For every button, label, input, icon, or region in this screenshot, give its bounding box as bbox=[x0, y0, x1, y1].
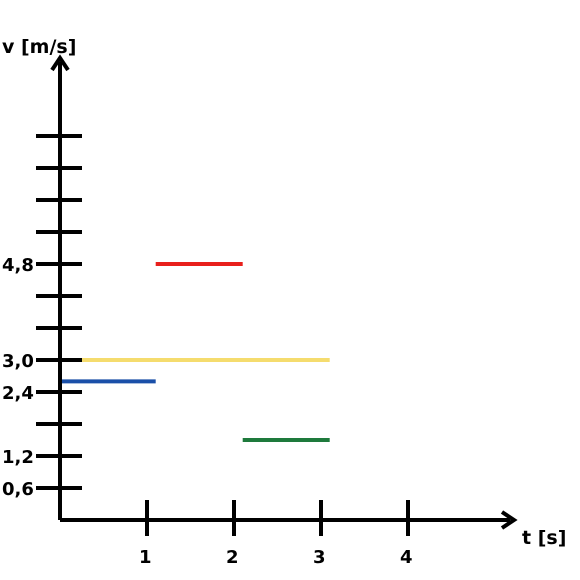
y-tick-label: 4,8 bbox=[2, 255, 34, 276]
y-tick-label: 2,4 bbox=[2, 383, 34, 404]
y-tick-label: 0,6 bbox=[2, 479, 34, 500]
x-axis-arrow bbox=[500, 510, 518, 530]
y-tick-label: 1,2 bbox=[2, 447, 34, 468]
x-tick-label: 2 bbox=[226, 547, 239, 568]
x-axis-label: t [s] bbox=[522, 527, 566, 549]
y-axis-arrow bbox=[50, 54, 70, 72]
y-tick-label: 3,0 bbox=[2, 351, 34, 372]
x-tick-label: 3 bbox=[313, 547, 326, 568]
x-tick-label: 4 bbox=[400, 547, 413, 568]
y-axis-label: v [m/s] bbox=[2, 36, 76, 58]
x-tick-label: 1 bbox=[139, 547, 152, 568]
